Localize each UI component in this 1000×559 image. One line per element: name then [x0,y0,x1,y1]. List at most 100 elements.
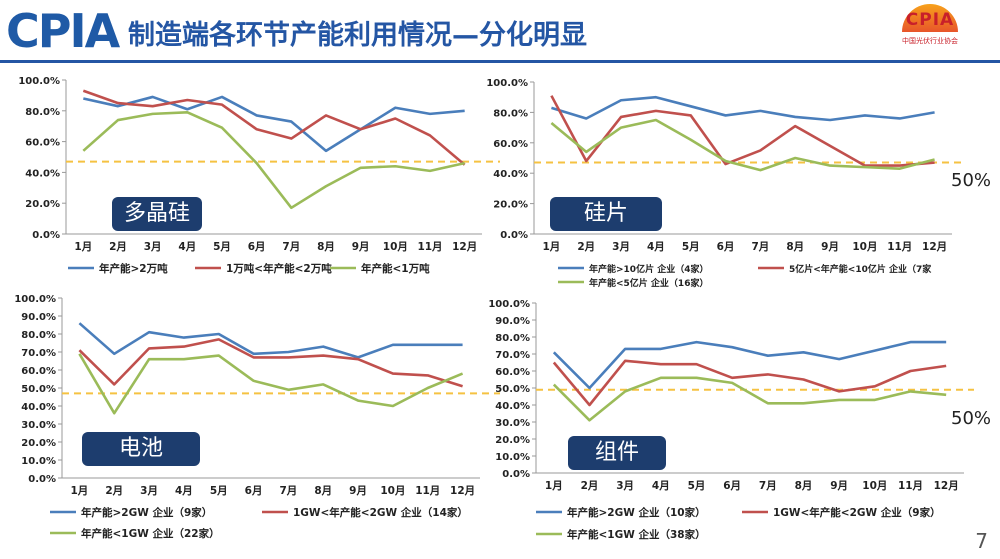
y-tick-label: 40.0% [21,402,56,413]
legend-label: 年产能<5亿片 企业（16家） [589,277,708,289]
legend-label: 5亿片<年产能<10亿片 企业（7家 [789,263,932,275]
x-tick-label: 12月 [452,241,477,253]
y-tick-label: 20.0% [495,435,530,446]
y-tick-label: 80.0% [25,107,60,118]
x-tick-label: 3月 [140,485,158,497]
y-tick-label: 100.0% [486,78,528,89]
y-tick-label: 50.0% [21,384,56,395]
y-tick-label: 80.0% [21,330,56,341]
x-tick-label: 5月 [213,241,231,253]
series-line-red [78,338,463,388]
y-tick-label: 40.0% [25,168,60,179]
x-tick-label: 8月 [317,241,335,253]
y-tick-label: 30.0% [21,420,56,431]
x-tick-label: 10月 [383,241,408,253]
chart-wafer: 0.0% 20.0% 40.0% 60.0% 80.0% 100.0% 1月 2月 3月 4月 5月… [486,78,962,289]
y-tick-label: 20.0% [25,199,60,210]
series-line-blue [552,340,947,390]
legend-label: 年产能<1GW 企业（22家） [81,527,220,540]
x-tick-label: 10月 [862,480,887,492]
x-tick-label: 6月 [248,241,266,253]
y-tick-label: 90.0% [495,316,530,327]
series-line-green [82,111,465,210]
x-tick-label: 10月 [852,241,877,253]
x-tick-label: 12月 [934,480,959,492]
y-tick-label: 80.0% [493,108,528,119]
x-tick-label: 2月 [581,480,599,492]
cpia-logo: CPIA [6,4,120,58]
y-tick-label: 100.0% [488,299,530,310]
x-tick-label: 11月 [887,241,912,253]
x-tick-label: 4月 [652,480,670,492]
series-line-green [550,118,935,172]
y-tick-label: 100.0% [18,76,60,87]
series-line-green [78,353,464,415]
x-tick-label: 12月 [922,241,947,253]
y-tick-label: 60.0% [25,138,60,149]
x-tick-label: 1月 [545,480,563,492]
x-tick-label: 6月 [245,485,263,497]
legend-label: 年产能>2GW 企业（10家） [567,506,706,519]
y-tick-label: 60.0% [21,366,56,377]
x-tick-label: 5月 [210,485,228,497]
y-tick-label: 60.0% [493,139,528,150]
legend-label: 1GW<年产能<2GW 企业（14家） [293,506,468,519]
x-tick-label: 1月 [71,485,89,497]
x-tick-label: 11月 [415,485,440,497]
series-line-blue [78,322,463,359]
label-module: 组件 [568,436,666,470]
x-tick-label: 5月 [682,241,700,253]
label-cell: 电池 [82,432,200,466]
label-polysilicon: 多晶硅 [112,197,202,231]
x-tick-label: 8月 [314,485,332,497]
y-tick-label: 80.0% [495,333,530,344]
chart-polysilicon: 0.0% 20.0% 40.0% 60.0% 80.0% 100.0% 1月 2月 3月 4月 5月… [18,76,500,275]
y-tick-label: 100.0% [14,294,56,305]
threshold-label-bottom: 50% [951,408,992,429]
x-tick-label: 11月 [417,241,442,253]
x-tick-label: 1月 [74,241,92,253]
x-tick-label: 3月 [616,480,634,492]
x-tick-label: 4月 [647,241,665,253]
x-tick-label: 2月 [577,241,595,253]
legend-label: 年产能<1GW 企业（38家） [567,528,706,541]
y-tick-label: 40.0% [493,169,528,180]
x-tick-label: 9月 [352,241,370,253]
legend-label: 年产能<1万吨 [361,262,430,275]
y-tick-label: 10.0% [495,452,530,463]
series-line-blue [551,95,935,122]
x-tick-label: 7月 [282,241,300,253]
series-line-blue [83,95,465,153]
x-tick-label: 10月 [380,485,405,497]
slide-title: 制造端各环节产能利用情况—分化明显 [128,20,587,51]
chart-module: 0.0% 10.0% 20.0% 30.0% 40.0% 50.0% 60.0% 70.0% 8… [488,299,974,541]
x-tick-label: 5月 [688,480,706,492]
x-tick-label: 7月 [752,241,770,253]
x-tick-label: 4月 [178,241,196,253]
y-tick-label: 50.0% [495,384,530,395]
badge-text: CPIA [905,10,955,30]
title-divider [0,60,1000,63]
legend-label: 年产能>2GW 企业（9家） [81,506,212,519]
x-tick-label: 1月 [543,241,561,253]
x-tick-label: 9月 [830,480,848,492]
series-line-red [552,359,947,407]
series-line-red [82,89,466,166]
y-tick-label: 60.0% [495,367,530,378]
legend-label: 1GW<年产能<2GW 企业（9家） [773,506,941,519]
x-tick-label: 2月 [109,241,127,253]
x-tick-label: 7月 [759,480,777,492]
x-tick-label: 6月 [717,241,735,253]
y-tick-label: 70.0% [495,350,530,361]
x-tick-label: 3月 [144,241,162,253]
y-tick-label: 0.0% [28,474,56,485]
page-number: 7 [975,529,988,553]
x-tick-label: 6月 [723,480,741,492]
legend-label: 年产能>2万吨 [99,262,168,275]
y-tick-label: 90.0% [21,312,56,323]
x-tick-label: 7月 [280,485,298,497]
badge-subtitle: 中国光伏行业协会 [902,37,958,45]
slide-header: CPIA 制造端各环节产能利用情况—分化明显 CPIA 中国光伏行业协会 [0,0,1000,63]
y-tick-label: 70.0% [21,348,56,359]
x-tick-label: 3月 [612,241,630,253]
